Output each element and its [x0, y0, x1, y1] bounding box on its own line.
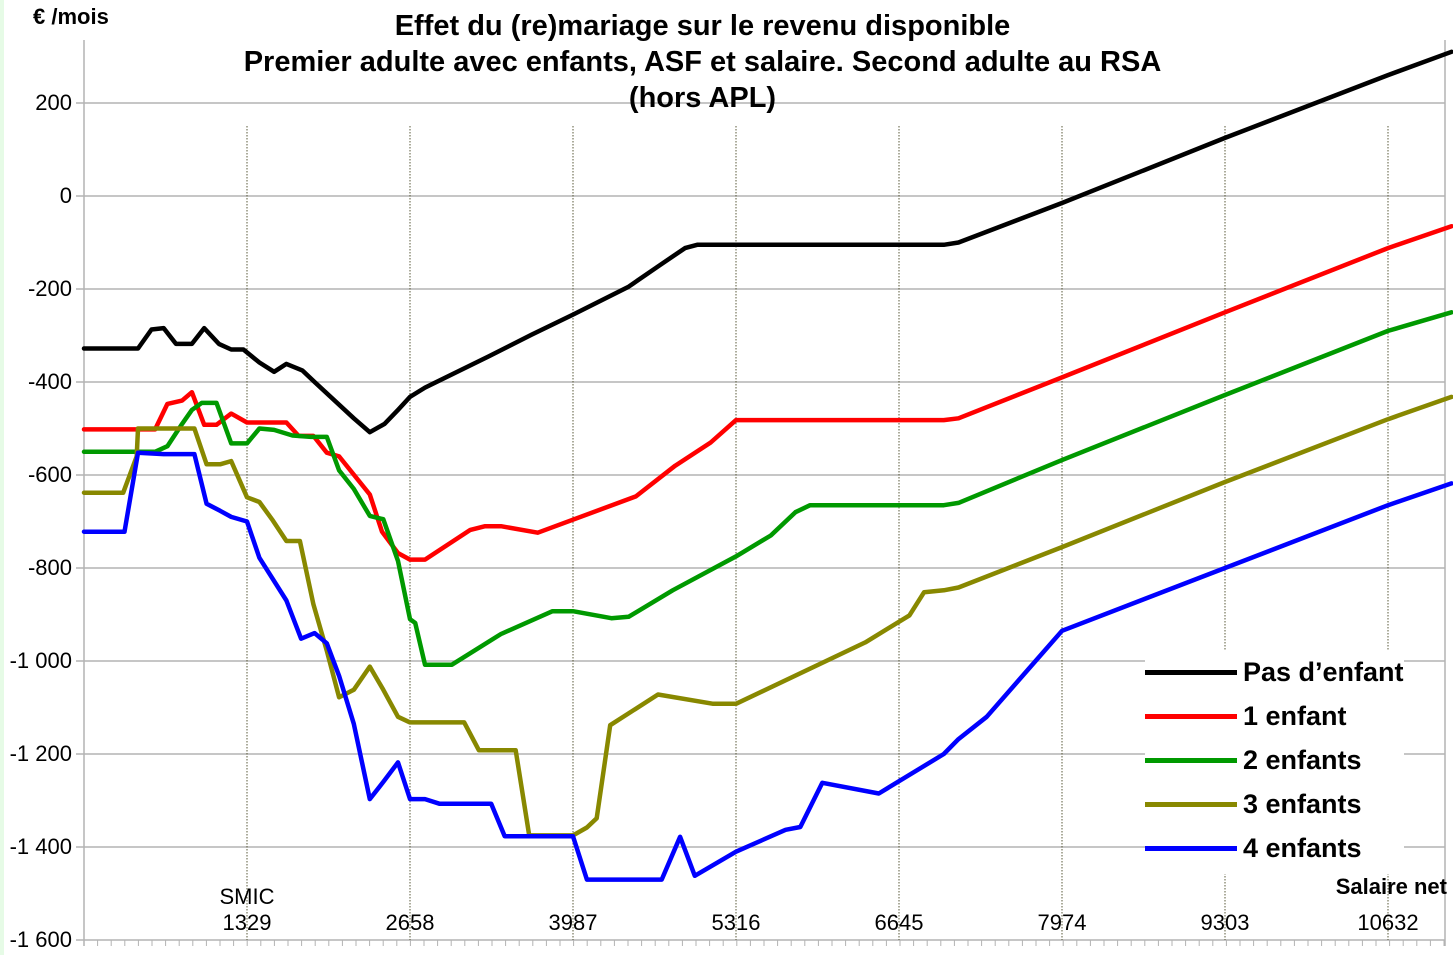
legend-label: 1 enfant: [1243, 700, 1347, 731]
x-tick-label: 1329: [222, 910, 272, 935]
x-tick-label: 9303: [1200, 910, 1250, 935]
x-tick-label: 3987: [548, 910, 598, 935]
y-tick-label: -800: [27, 555, 72, 580]
legend-swatch-green: [1145, 757, 1237, 763]
x-axis-label: Salaire net: [1335, 874, 1447, 899]
legend-swatch-blue: [1145, 845, 1237, 851]
legend-item-no-child: Pas d’enfant: [1145, 650, 1404, 694]
y-tick-label: -400: [27, 369, 72, 394]
x-tick-label: 6645: [874, 910, 924, 935]
y-tick-label: 0: [59, 183, 72, 208]
x-tick-label: 10632: [1357, 910, 1419, 935]
smic-annotation: SMIC: [219, 884, 275, 909]
legend-item-2-children: 2 enfants: [1145, 738, 1404, 782]
x-tick-label: 5316: [711, 910, 761, 935]
series-line: [81, 49, 1453, 435]
series-line: [81, 223, 1453, 562]
x-tick-label: 7974: [1037, 910, 1087, 935]
legend-swatch-black: [1145, 669, 1237, 675]
y-tick-label: -1 200: [9, 741, 72, 766]
legend-label: Pas d’enfant: [1243, 656, 1404, 687]
y-tick-label: 200: [35, 90, 72, 115]
legend-swatch-olive: [1145, 801, 1237, 807]
x-tick-label: 2658: [385, 910, 435, 935]
y-tick-label: -1 600: [9, 927, 72, 952]
legend-label: 3 enfants: [1243, 788, 1362, 819]
legend-label: 2 enfants: [1243, 744, 1362, 775]
title-line-1: Effet du (re)mariage sur le revenu dispo…: [394, 10, 1011, 42]
y-axis-unit-label: € /mois: [33, 4, 109, 29]
legend: Pas d’enfant 1 enfant 2 enfants 3 enfant…: [1145, 650, 1404, 874]
series-line: [81, 394, 1453, 838]
left-border-strip: [0, 0, 4, 955]
legend-label: 4 enfants: [1243, 832, 1362, 863]
title-line-3: (hors APL): [628, 82, 777, 114]
y-tick-label: -600: [27, 462, 72, 487]
y-tick-label: -1 000: [9, 648, 72, 673]
legend-item-1-child: 1 enfant: [1145, 694, 1404, 738]
chart-title: Effet du (re)mariage sur le revenu dispo…: [120, 8, 1285, 116]
title-line-2: Premier adulte avec enfants, ASF et sala…: [243, 46, 1162, 78]
y-tick-label: -200: [27, 276, 72, 301]
legend-item-4-children: 4 enfants: [1145, 826, 1404, 870]
y-tick-label: -1 400: [9, 834, 72, 859]
legend-item-3-children: 3 enfants: [1145, 782, 1404, 826]
legend-swatch-red: [1145, 713, 1237, 719]
series-line: [81, 310, 1453, 667]
series-line: [81, 450, 1453, 882]
